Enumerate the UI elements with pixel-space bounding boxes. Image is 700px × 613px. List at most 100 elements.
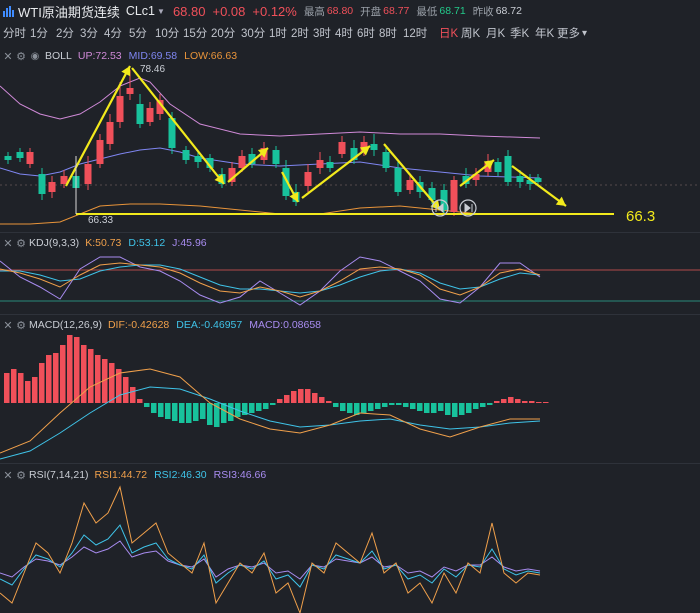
low-price-marker: 66.33 xyxy=(88,215,113,226)
low-value: 68.71 xyxy=(439,5,466,17)
kdj-chart xyxy=(0,256,700,306)
kdj-d-value: 53.12 xyxy=(138,237,166,249)
close-icon[interactable]: ✕ xyxy=(3,237,13,250)
gear-icon[interactable]: ⚙ xyxy=(16,469,26,482)
macd-histogram-bar xyxy=(403,403,409,407)
macd-histogram-bar xyxy=(179,403,185,423)
macd-histogram-bar xyxy=(25,381,31,403)
macd-histogram-bar xyxy=(18,373,24,403)
chevron-down-icon[interactable]: ▾ xyxy=(582,27,588,39)
boll-upper-band xyxy=(0,77,541,139)
rsi-chart xyxy=(0,485,541,613)
macd-macd-label: MACD: xyxy=(249,319,284,331)
tab-3[interactable]: 3分 xyxy=(80,28,98,40)
macd-histogram-bar xyxy=(242,403,248,415)
macd-dif-label: DIF: xyxy=(107,319,128,331)
macd-histogram-bar xyxy=(515,399,521,403)
kdj-name: KDJ(9,3,3) xyxy=(29,237,80,249)
chevron-down-icon[interactable]: ▼ xyxy=(157,6,165,16)
candle-body xyxy=(350,148,358,160)
tab-4[interactable]: 4分 xyxy=(104,28,122,40)
macd-histogram-bar xyxy=(368,403,374,411)
boll-header: ✕ ⚙ ◉ BOLL UP: 72.53 MID: 69.58 LOW: 66.63 xyxy=(0,48,244,64)
prev-close-label: 昨收 xyxy=(472,5,494,18)
gear-icon[interactable]: ⚙ xyxy=(16,237,26,250)
candle-body xyxy=(168,118,176,148)
candle-body xyxy=(16,152,24,158)
tab-6[interactable]: 10分 xyxy=(155,28,180,40)
tab-1[interactable]: 1分 xyxy=(30,28,48,40)
tab-14[interactable]: 6时 xyxy=(357,28,375,40)
close-icon[interactable]: ✕ xyxy=(3,50,13,63)
macd-histogram-bar xyxy=(305,389,311,403)
macd-histogram-bar xyxy=(263,403,269,409)
macd-histogram-bar xyxy=(284,395,290,403)
kdj-j-value: 45.96 xyxy=(180,237,207,249)
tab-17[interactable]: 日K xyxy=(439,28,459,40)
candle-body xyxy=(382,152,390,168)
macd-macd-value: 0.08658 xyxy=(283,319,322,331)
candle-body xyxy=(228,168,236,182)
kdj-j-line xyxy=(0,256,541,306)
replay-back-icon[interactable] xyxy=(431,199,449,217)
tab-11[interactable]: 2时 xyxy=(291,28,309,40)
tab-22[interactable]: 更多 xyxy=(557,28,580,40)
last-price: 68.80 xyxy=(172,3,206,19)
arrow-head-icon xyxy=(121,66,131,77)
macd-histogram-bar xyxy=(340,403,346,411)
rsi-2-value: 46.30 xyxy=(180,469,207,481)
tab-0[interactable]: 分时 xyxy=(3,28,26,40)
boll-candlestick-chart[interactable]: 78.46 66.33 66.3 xyxy=(0,64,700,232)
close-icon[interactable]: ✕ xyxy=(3,319,13,332)
replay-forward-icon[interactable] xyxy=(459,199,477,217)
instrument-code-selector[interactable]: CLc1 xyxy=(125,4,156,18)
macd-histogram-bar xyxy=(109,363,115,403)
tab-8[interactable]: 20分 xyxy=(211,28,236,40)
price-change-pct: +0.12% xyxy=(252,3,297,19)
candle-body xyxy=(156,100,164,114)
candle-body xyxy=(504,156,512,182)
candle-body xyxy=(182,150,190,160)
macd-histogram-bar xyxy=(256,403,262,411)
tab-20[interactable]: 季K xyxy=(510,28,530,40)
gear-icon[interactable]: ⚙ xyxy=(16,50,26,63)
tab-2[interactable]: 2分 xyxy=(56,28,74,40)
macd-histogram-bar xyxy=(438,403,444,411)
macd-histogram-bar xyxy=(501,399,507,403)
candle-body xyxy=(126,88,134,94)
tab-10[interactable]: 1时 xyxy=(269,28,287,40)
tab-18[interactable]: 周K xyxy=(461,28,481,40)
rsi-name: RSI(7,14,21) xyxy=(29,469,89,481)
price-change: +0.08 xyxy=(212,3,246,19)
macd-histogram-bar xyxy=(424,403,430,413)
close-icon[interactable]: ✕ xyxy=(3,469,13,482)
macd-histogram-bar xyxy=(473,403,479,409)
kdj-k-label: K: xyxy=(85,237,96,249)
tab-15[interactable]: 8时 xyxy=(379,28,397,40)
eye-icon[interactable]: ◉ xyxy=(30,50,40,62)
tab-9[interactable]: 30分 xyxy=(241,28,266,40)
tab-13[interactable]: 4时 xyxy=(335,28,353,40)
macd-histogram-bar xyxy=(172,403,178,421)
open-value: 68.77 xyxy=(383,5,410,17)
macd-histogram-bar xyxy=(445,403,451,415)
boll-low-value: 66.63 xyxy=(210,50,238,62)
candle-body xyxy=(440,190,448,210)
rsi-1-label: RSI1: xyxy=(94,469,121,481)
trend-arrow-line xyxy=(301,145,371,199)
tab-21[interactable]: 年K xyxy=(535,28,555,40)
tab-5[interactable]: 5分 xyxy=(129,28,147,40)
boll-name: BOLL xyxy=(45,50,72,62)
gear-icon[interactable]: ⚙ xyxy=(16,319,26,332)
macd-dif-line xyxy=(0,368,540,454)
tab-16[interactable]: 12时 xyxy=(403,28,428,40)
boll-up-label: UP: xyxy=(77,50,96,62)
high-price-marker: 78.46 xyxy=(140,64,165,75)
kdj-j-label: J: xyxy=(172,237,181,249)
tab-7[interactable]: 15分 xyxy=(183,28,208,40)
tab-12[interactable]: 3时 xyxy=(313,28,331,40)
candle-body xyxy=(60,176,68,184)
macd-histogram-bar xyxy=(39,363,45,403)
chart-logo-icon xyxy=(3,5,14,17)
tab-19[interactable]: 月K xyxy=(486,28,506,40)
